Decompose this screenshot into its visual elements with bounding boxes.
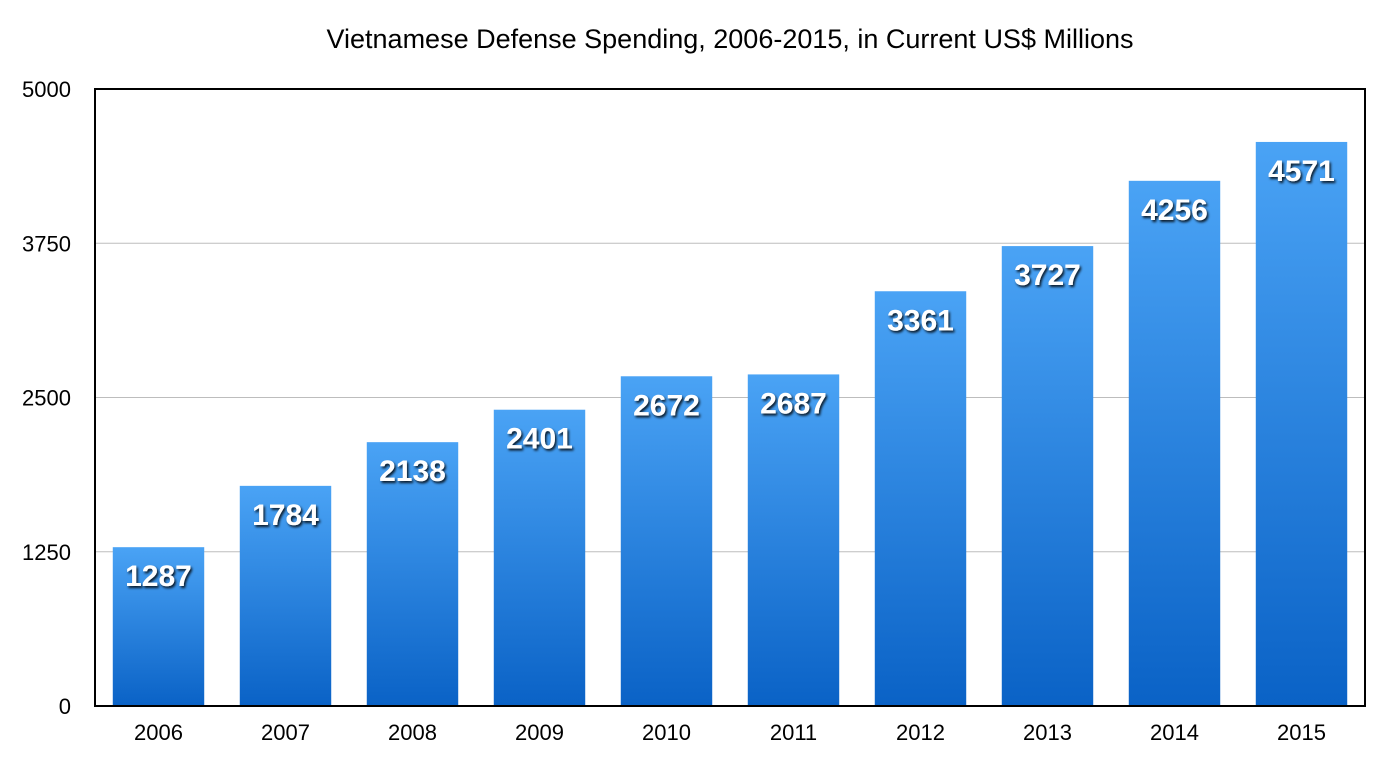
plot-frame	[94, 88, 1366, 707]
bar	[493, 409, 586, 706]
data-labels: 1287 1784 2138 2401 2672 2687 3361 3727 4256 4571	[125, 155, 1335, 593]
x-tick-label: 2013	[1023, 720, 1072, 745]
x-tick-label: 2010	[642, 720, 691, 745]
data-label: 4256	[1141, 194, 1208, 227]
x-tick-label: 2011	[770, 720, 817, 745]
y-tick-label: 0	[59, 694, 71, 719]
bar	[239, 485, 332, 706]
axes: 0 1250 2500 3750 5000 2006 2007 2008 2009 2010 201…	[22, 77, 1366, 745]
bar	[112, 547, 205, 706]
bar	[874, 291, 967, 706]
y-tick-label: 3750	[22, 231, 71, 256]
bar	[366, 442, 459, 706]
x-tick-label: 2014	[1150, 720, 1199, 745]
bar	[1001, 246, 1094, 706]
data-label: 2672	[633, 389, 700, 422]
data-label: 3727	[1014, 259, 1081, 292]
bar	[747, 374, 840, 706]
data-label: 1784	[252, 499, 319, 532]
data-label: 2401	[506, 423, 573, 456]
x-tick-label: 2015	[1277, 720, 1326, 745]
data-label: 2138	[379, 455, 446, 488]
data-label: 2687	[760, 387, 827, 420]
x-tick-label: 2006	[134, 720, 183, 745]
chart-title: Vietnamese Defense Spending, 2006-2015, …	[326, 24, 1134, 54]
data-label: 3361	[887, 304, 954, 337]
bar	[1128, 180, 1221, 707]
x-tick-label: 2012	[896, 720, 945, 745]
data-label: 4571	[1268, 155, 1335, 188]
bars	[112, 141, 1348, 707]
x-tick-label: 2008	[388, 720, 437, 745]
y-tick-label: 1250	[22, 540, 71, 565]
x-tick-label: 2007	[261, 720, 310, 745]
x-tick-label: 2009	[515, 720, 564, 745]
bar	[1255, 141, 1348, 706]
bar	[620, 376, 713, 706]
data-label: 1287	[125, 560, 192, 593]
y-tick-label: 5000	[22, 77, 71, 102]
y-tick-label: 2500	[22, 386, 71, 411]
